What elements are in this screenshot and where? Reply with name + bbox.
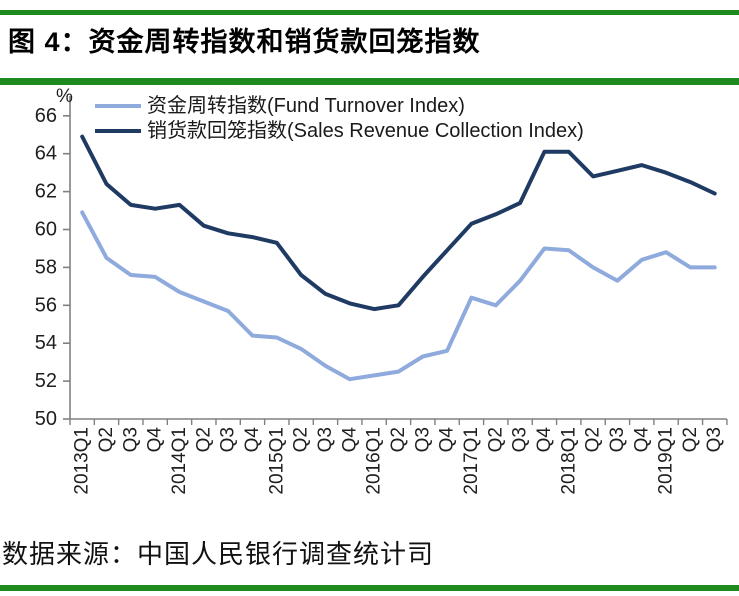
x-axis-label: Q2 xyxy=(388,427,409,452)
x-axis-label: 2014Q1 xyxy=(169,427,190,495)
figure-title: 图 4：资金周转指数和销货款回笼指数 xyxy=(8,27,481,57)
y-axis-label: 64 xyxy=(35,143,57,165)
x-axis-label: Q4 xyxy=(534,427,555,453)
x-axis-label: Q2 xyxy=(680,427,701,452)
x-axis-label: Q3 xyxy=(315,427,336,452)
y-axis-label: 66 xyxy=(35,105,57,127)
x-axis-label: Q4 xyxy=(437,427,458,453)
legend-label: 销货款回笼指数(Sales Revenue Collection Index) xyxy=(147,119,584,142)
x-axis-label: Q2 xyxy=(96,427,117,452)
y-axis-label: 52 xyxy=(35,370,57,392)
x-axis-label: 2015Q1 xyxy=(266,427,287,495)
x-axis-label: Q2 xyxy=(193,427,214,452)
line-chart: 66 64 62 60 58 56 54 52 50% 2013Q1 Q2 Q3 Q4 2014Q1 Q2 Q… xyxy=(0,86,739,528)
divider-bar-top xyxy=(0,10,739,15)
x-axis-label: 2017Q1 xyxy=(461,427,482,495)
y-axis-label: 60 xyxy=(35,219,57,241)
series-line-1 xyxy=(80,134,717,312)
x-axis-label: Q3 xyxy=(607,427,628,452)
x-axis-label: 2013Q1 xyxy=(72,427,93,495)
series-line-0 xyxy=(80,210,717,382)
x-axis-label: 2016Q1 xyxy=(364,427,385,495)
divider-bar-bottom xyxy=(0,585,739,591)
divider-bar-under-title xyxy=(0,78,739,85)
y-axis-label: 62 xyxy=(35,181,57,203)
y-axis-label: 56 xyxy=(35,294,57,316)
y-axis-label: 58 xyxy=(35,256,57,278)
x-axis-label: Q4 xyxy=(145,427,166,453)
y-axis-label: 54 xyxy=(35,332,57,354)
x-axis-label: Q4 xyxy=(242,427,263,453)
x-axis-label: Q2 xyxy=(485,427,506,452)
x-axis-label: Q3 xyxy=(704,427,725,452)
x-axis-label: Q3 xyxy=(120,427,141,452)
y-axis-label: 50 xyxy=(35,408,57,430)
x-axis-label: Q3 xyxy=(510,427,531,452)
legend-label: 资金周转指数(Fund Turnover Index) xyxy=(147,94,465,117)
x-axis-label: Q4 xyxy=(339,427,360,453)
x-axis-label: 2018Q1 xyxy=(558,427,579,495)
x-axis-label: Q4 xyxy=(631,427,652,453)
x-axis-label: 2019Q1 xyxy=(656,427,677,495)
y-axis-unit-label: % xyxy=(56,88,73,107)
x-axis-label: Q3 xyxy=(412,427,433,452)
x-axis-label: Q2 xyxy=(291,427,312,452)
x-axis-label: Q2 xyxy=(583,427,604,452)
data-source-note: 数据来源：中国人民银行调查统计司 xyxy=(2,539,435,569)
x-axis-label: Q3 xyxy=(218,427,239,452)
